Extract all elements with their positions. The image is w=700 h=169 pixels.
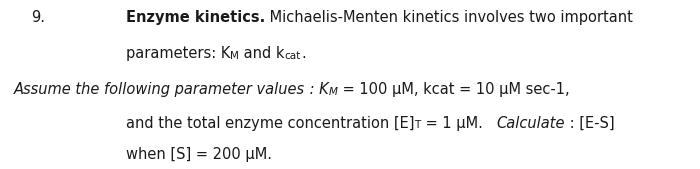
Text: = 1 μM.: = 1 μM.	[421, 116, 496, 131]
Text: parameters: K: parameters: K	[126, 46, 230, 61]
Text: Assume the following parameter values: Assume the following parameter values	[14, 82, 305, 97]
Text: : [E-S]: : [E-S]	[565, 116, 615, 131]
Text: and the total enzyme concentration [E]: and the total enzyme concentration [E]	[126, 116, 414, 131]
Text: M: M	[329, 87, 338, 97]
Text: and k: and k	[239, 46, 285, 61]
Text: T: T	[414, 120, 421, 130]
Text: 9.: 9.	[32, 10, 46, 25]
Text: = 100 μM, kcat = 10 μM sec-1,: = 100 μM, kcat = 10 μM sec-1,	[338, 82, 570, 97]
Text: cat: cat	[285, 51, 301, 61]
Text: : K: : K	[305, 82, 329, 97]
Text: when [S] = 200 μM.: when [S] = 200 μM.	[126, 147, 272, 162]
Text: Calculate: Calculate	[496, 116, 565, 131]
Text: M: M	[230, 51, 239, 61]
Text: Michaelis-Menten kinetics involves two important: Michaelis-Menten kinetics involves two i…	[265, 10, 633, 25]
Text: .: .	[301, 46, 306, 61]
Text: Enzyme kinetics.: Enzyme kinetics.	[126, 10, 265, 25]
